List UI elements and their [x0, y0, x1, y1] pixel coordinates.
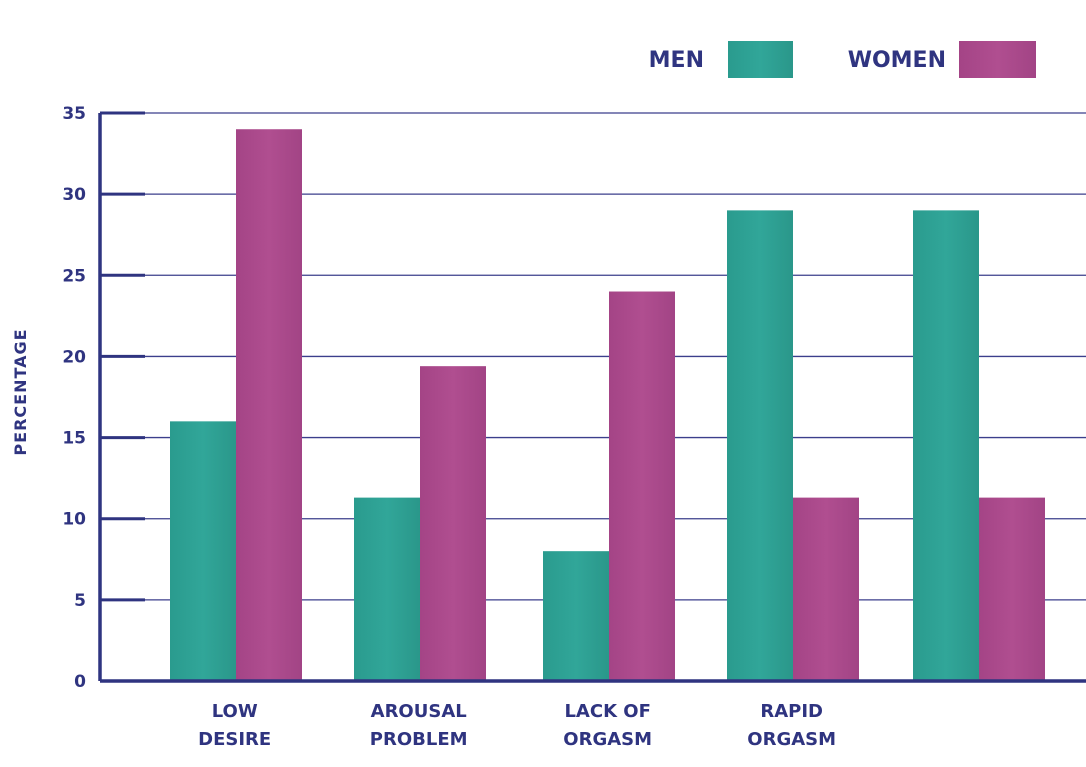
- bar-men: [727, 210, 793, 681]
- y-tick-label: 35: [62, 104, 86, 124]
- y-tick-label: 20: [62, 347, 86, 367]
- y-tick-labels: 0 5 10 15 20 25 30 35: [62, 104, 86, 692]
- y-tick-label: 5: [74, 591, 86, 611]
- y-axis-label: PERCENTAGE: [11, 328, 30, 455]
- bar-men: [913, 210, 979, 681]
- x-category-label: DESIRE: [198, 729, 271, 750]
- bar-men: [354, 497, 420, 681]
- legend-label-men: MEN: [649, 48, 704, 73]
- bar-men: [170, 421, 236, 681]
- x-category-label: PROBLEM: [370, 729, 468, 750]
- legend-swatch-women: [959, 41, 1036, 78]
- x-category-label: RAPID: [760, 701, 823, 722]
- bar-women: [236, 129, 302, 681]
- x-category-label: LACK OF: [564, 701, 650, 722]
- x-category-labels: LOW DESIRE AROUSAL PROBLEM LACK OF ORGASM RAPI…: [198, 701, 836, 750]
- bars: [170, 129, 1045, 681]
- y-tick-label: 30: [62, 185, 86, 205]
- bar-women: [609, 291, 675, 681]
- y-tick-label: 10: [62, 510, 86, 530]
- y-tick-label: 0: [74, 672, 86, 692]
- x-category-label: ORGASM: [747, 729, 836, 750]
- x-category-label: LOW: [212, 701, 258, 722]
- x-category-label: ORGASM: [563, 729, 652, 750]
- legend: MEN WOMEN: [649, 41, 1036, 78]
- bar-men: [543, 551, 609, 681]
- y-tick-label: 25: [62, 266, 86, 286]
- legend-label-women: WOMEN: [848, 48, 946, 73]
- x-category-label: AROUSAL: [371, 701, 467, 722]
- bar-women: [793, 497, 859, 681]
- axes: [98, 111, 1086, 683]
- y-tick-label: 15: [62, 429, 86, 449]
- bar-women: [979, 497, 1045, 681]
- bar-women: [420, 366, 486, 681]
- legend-swatch-men: [728, 41, 793, 78]
